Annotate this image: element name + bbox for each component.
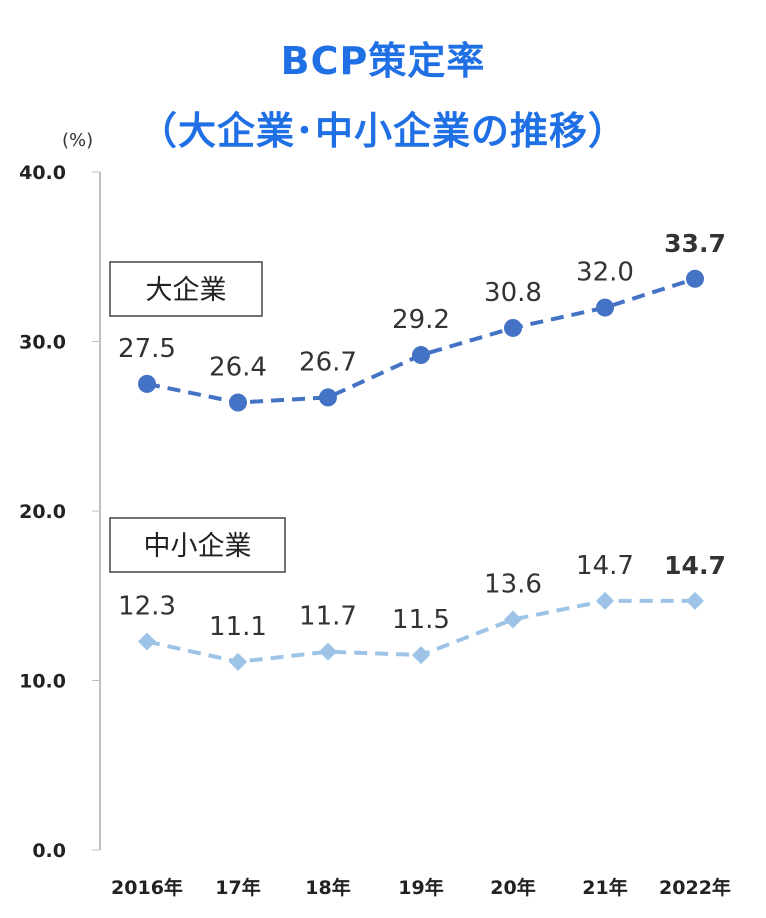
data-point-marker [138,632,156,651]
data-label: 27.5 [118,334,176,364]
data-label: 11.1 [209,612,267,642]
x-tick-label: 2016年 [111,876,183,899]
data-label: 33.7 [664,229,726,258]
x-tick-label: 21年 [582,876,627,899]
data-label: 11.5 [392,605,450,635]
series-name-box [109,517,286,573]
data-point-marker [412,346,430,365]
data-label: 32.0 [576,258,634,288]
y-axis-unit: (%) [62,130,93,151]
y-tick-label: 30.0 [19,332,66,354]
y-tick-label: 0.0 [32,840,66,862]
x-tick-label: 17年 [215,876,260,899]
x-tick-label: 2022年 [659,876,731,899]
data-label: 11.7 [299,602,357,632]
data-label: 29.2 [392,305,450,335]
x-tick-label: 19年 [398,876,443,899]
x-axis-ticks: 2016年 17年 18年 19年 20年 21年 2022年 [111,876,731,899]
data-label: 26.7 [299,347,357,377]
series-name-box [109,261,263,317]
data-point-marker [319,388,337,407]
data-label: 30.8 [484,278,542,308]
y-tick-label: 10.0 [19,671,66,693]
data-point-marker [229,652,247,671]
chart-subtitle: （大企業･中小企業の推移） [138,109,627,153]
data-label: 13.6 [484,569,542,599]
data-label: 14.7 [664,551,726,580]
data-label: 26.4 [209,353,267,383]
x-tick-label: 18年 [305,876,350,899]
data-point-marker [412,646,430,665]
chart-title: BCP策定率 [280,39,486,83]
data-point-marker [686,269,704,288]
data-point-marker [686,591,704,610]
data-label: 14.7 [576,551,634,581]
data-point-marker [504,610,522,629]
y-tick-label: 20.0 [19,501,66,523]
data-point-marker [596,298,614,317]
data-point-marker [504,318,522,337]
y-axis-ticks: 0.0 10.0 20.0 30.0 40.0 [19,162,100,862]
data-point-marker [596,591,614,610]
series-group: 27.5 26.4 26.7 29.2 30.8 32.0 33.7 12.3 11.1 11.7… [118,229,726,671]
series-name-label: 大企業 [146,275,227,306]
data-point-marker [319,642,337,661]
series-name-label: 中小企業 [144,531,252,562]
data-label: 12.3 [118,592,176,622]
data-point-marker [138,374,156,393]
x-tick-label: 20年 [490,876,535,899]
data-point-marker [229,393,247,412]
y-tick-label: 40.0 [19,162,66,184]
